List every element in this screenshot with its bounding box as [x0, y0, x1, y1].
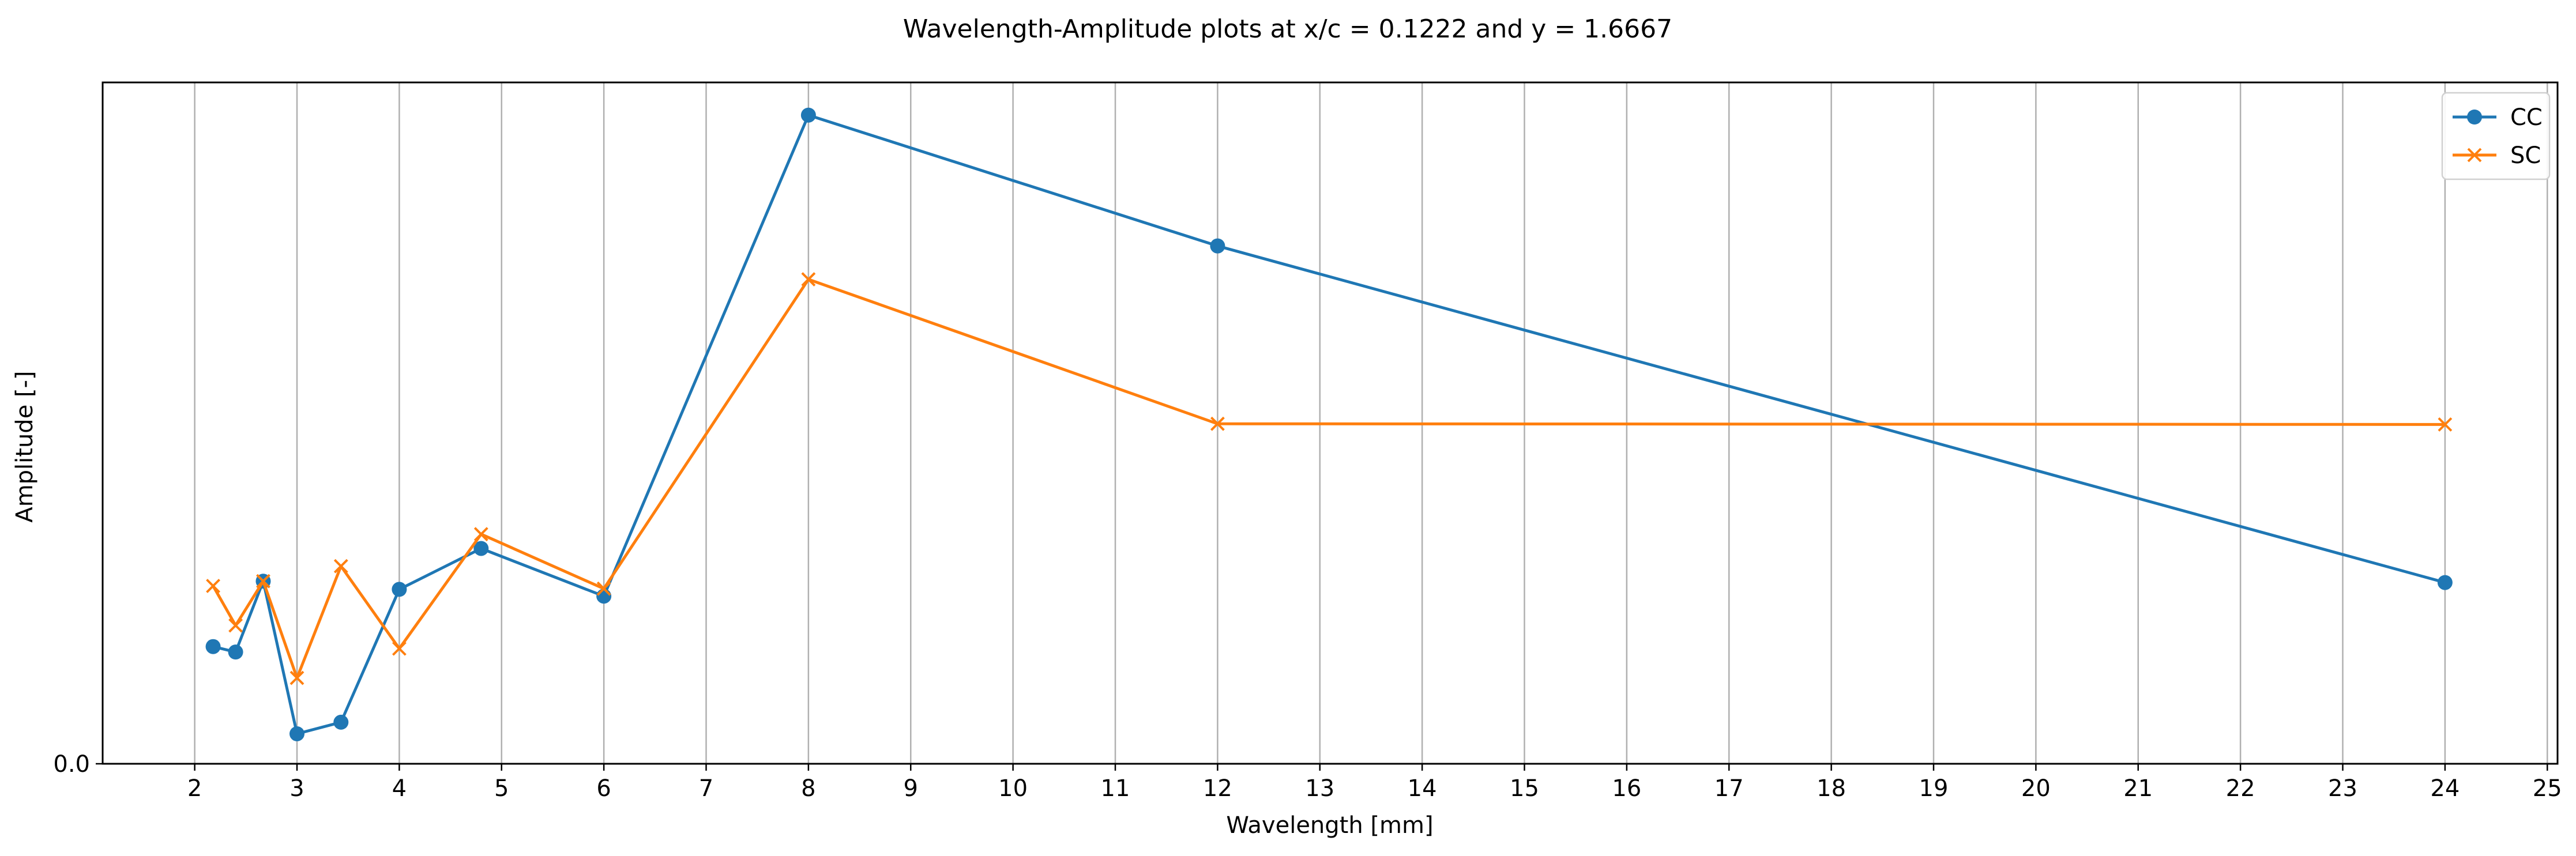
- chart-title: Wavelength-Amplitude plots at x/c = 0.12…: [903, 14, 1672, 44]
- data-point: [1210, 416, 1225, 431]
- data-point: [473, 541, 489, 556]
- x-tick-label: 20: [2021, 775, 2051, 802]
- series-line: [212, 278, 2445, 680]
- x-tick-label: 3: [289, 775, 304, 802]
- x-tick-label: 5: [494, 775, 509, 802]
- data-point: [392, 641, 407, 656]
- x-tick-label: 8: [801, 775, 815, 802]
- x-axis: 2 3 4 5 6 7 8 9 10 11 12 13 14 15 16 17 18 19 20 21 22 23 24 25: [187, 764, 2562, 802]
- data-point: [2438, 417, 2453, 432]
- legend-label: SC: [2510, 142, 2541, 169]
- data-point: [1210, 238, 1225, 254]
- x-tick-label: 11: [1101, 775, 1130, 802]
- x-tick-label: 22: [2226, 775, 2255, 802]
- data-point: [228, 618, 243, 633]
- data-point: [2467, 110, 2482, 125]
- data-point: [392, 582, 407, 597]
- data-point: [289, 726, 305, 741]
- x-tick-label: 2: [187, 775, 202, 802]
- series-sc: [206, 272, 2453, 685]
- x-tick-label: 12: [1203, 775, 1232, 802]
- data-point: [2467, 148, 2482, 163]
- data-point: [596, 589, 612, 604]
- plot-area: [101, 81, 2559, 765]
- x-tick-label: 6: [596, 775, 611, 802]
- x-tick-label: 25: [2533, 775, 2562, 802]
- legend-item-sc: SC: [2453, 142, 2541, 169]
- data-point: [256, 574, 270, 589]
- data-point: [333, 714, 349, 730]
- x-tick-label: 16: [1612, 775, 1641, 802]
- data-point: [289, 670, 304, 685]
- x-tick-label: 13: [1305, 775, 1334, 802]
- y-axis: 0.0: [53, 751, 103, 778]
- data-point: [801, 272, 816, 287]
- x-tick-label: 21: [2123, 775, 2153, 802]
- series-group: [205, 107, 2453, 741]
- x-tick-label: 15: [1510, 775, 1539, 802]
- x-tick-label: 24: [2430, 775, 2460, 802]
- data-point: [2437, 575, 2453, 590]
- x-tick-label: 19: [1919, 775, 1949, 802]
- x-tick-label: 17: [1714, 775, 1744, 802]
- legend-item-cc: CC: [2453, 104, 2543, 131]
- legend-label: CC: [2510, 104, 2543, 131]
- legend: CC SC: [2441, 92, 2551, 180]
- x-axis-label: Wavelength [mm]: [1226, 812, 1433, 839]
- data-point: [205, 639, 221, 654]
- data-point: [800, 107, 816, 123]
- x-tick-label: 7: [699, 775, 713, 802]
- data-point: [473, 527, 488, 542]
- x-tick-label: 10: [998, 775, 1028, 802]
- y-axis-label: Amplitude [-]: [12, 371, 38, 522]
- x-tick-label: 9: [904, 775, 918, 802]
- x-tick-label: 14: [1408, 775, 1437, 802]
- x-tick-label: 18: [1817, 775, 1846, 802]
- x-tick-label: 4: [392, 775, 407, 802]
- y-tick-label: 0.0: [53, 751, 90, 778]
- data-point: [206, 579, 220, 593]
- x-tick-label: 23: [2328, 775, 2357, 802]
- data-point: [333, 559, 348, 574]
- data-point: [596, 581, 611, 596]
- data-point: [228, 644, 243, 660]
